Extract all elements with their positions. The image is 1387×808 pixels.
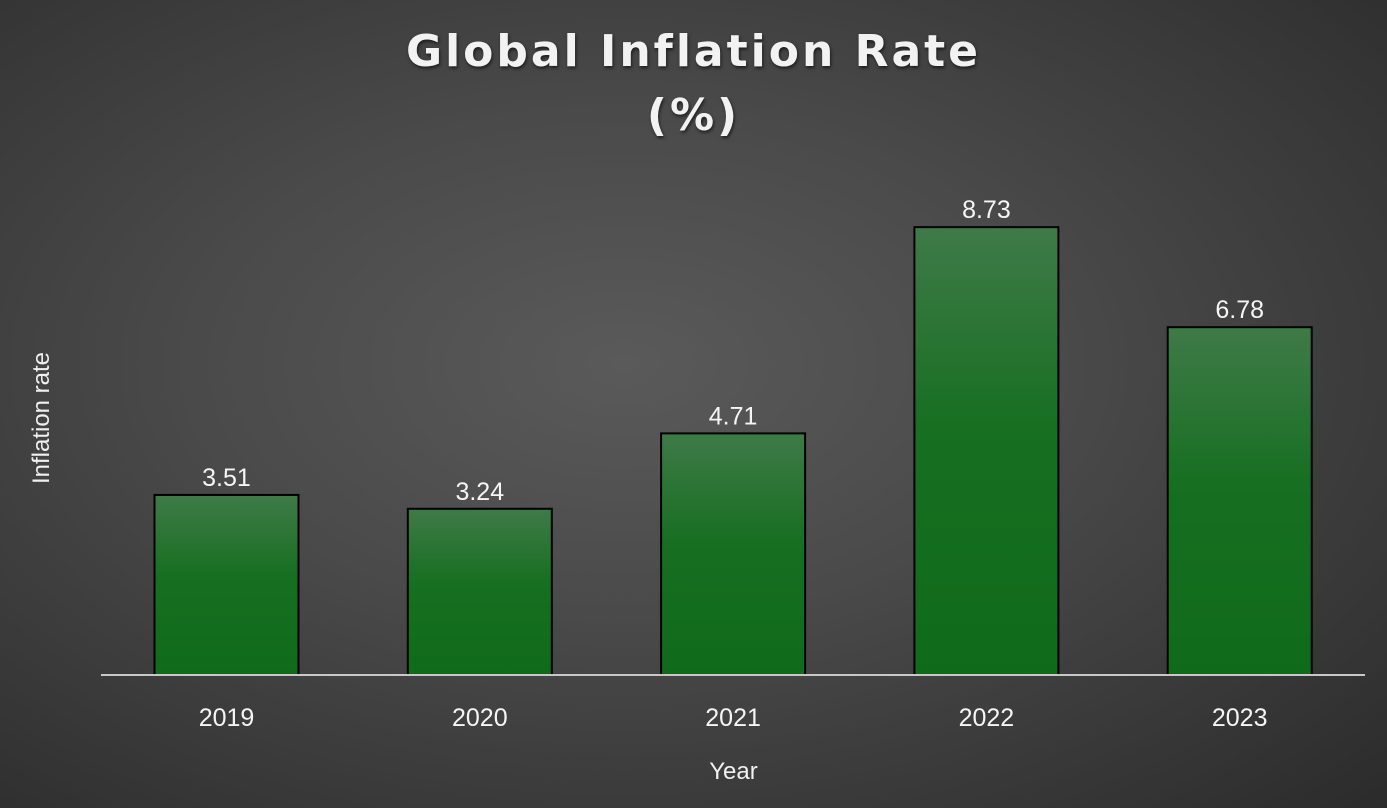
data-label-2022: 8.73 bbox=[962, 196, 1011, 224]
x-tick-label-2023: 2023 bbox=[1212, 704, 1268, 732]
labels-group: 3.51 2019 3.24 2020 4.71 2021 8.73 2022 6.78 2023 bbox=[199, 196, 1268, 732]
data-label-2021: 4.71 bbox=[709, 402, 758, 430]
data-label-2020: 3.24 bbox=[455, 478, 504, 506]
bar-2019 bbox=[153, 493, 300, 677]
x-tick-label-2021: 2021 bbox=[705, 704, 761, 732]
x-tick-label-2019: 2019 bbox=[199, 704, 255, 732]
data-label-2019: 3.51 bbox=[202, 464, 251, 492]
data-label-2023: 6.78 bbox=[1215, 296, 1264, 324]
chart-subtitle: (%) bbox=[646, 90, 741, 141]
x-axis-title: Year bbox=[709, 758, 758, 785]
bar-2021 bbox=[660, 432, 807, 677]
bars-group bbox=[153, 226, 1313, 677]
bar-2022 bbox=[913, 226, 1060, 676]
x-tick-label-2020: 2020 bbox=[452, 704, 508, 732]
y-axis-title: Inflation rate bbox=[28, 351, 55, 485]
bar-2020 bbox=[406, 507, 553, 676]
chart-title: Global Inflation Rate bbox=[405, 26, 982, 77]
bar-2023 bbox=[1166, 326, 1313, 676]
x-tick-label-2022: 2022 bbox=[959, 704, 1015, 732]
